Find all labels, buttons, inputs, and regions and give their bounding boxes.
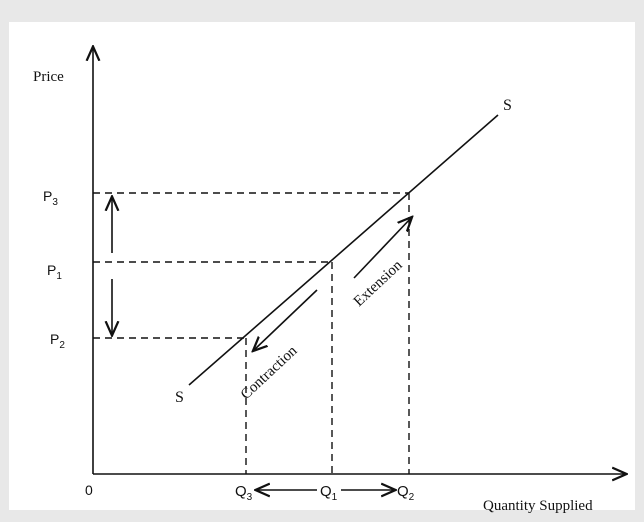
supply-label-top: S (503, 97, 512, 114)
contraction-arrow (254, 289, 318, 350)
price-label-p2: P2 (50, 331, 65, 351)
y-axis-label: Price (33, 69, 64, 85)
contraction-label: Contraction (238, 343, 301, 403)
price-label-p3: P3 (43, 188, 58, 208)
extension-arrow (353, 218, 411, 279)
diagram-canvas (9, 22, 635, 510)
extension-label: Extension (351, 257, 406, 310)
supply-curve (188, 114, 499, 386)
quantity-label-q2: Q2 (397, 483, 415, 503)
origin-label: 0 (85, 482, 93, 498)
quantity-label-q3: Q3 (235, 483, 253, 503)
supply-label-bottom: S (175, 389, 184, 406)
price-label-p1: P1 (47, 262, 62, 282)
quantity-label-q1: Q1 (320, 483, 338, 503)
x-axis-label: Quantity Supplied (483, 498, 593, 514)
